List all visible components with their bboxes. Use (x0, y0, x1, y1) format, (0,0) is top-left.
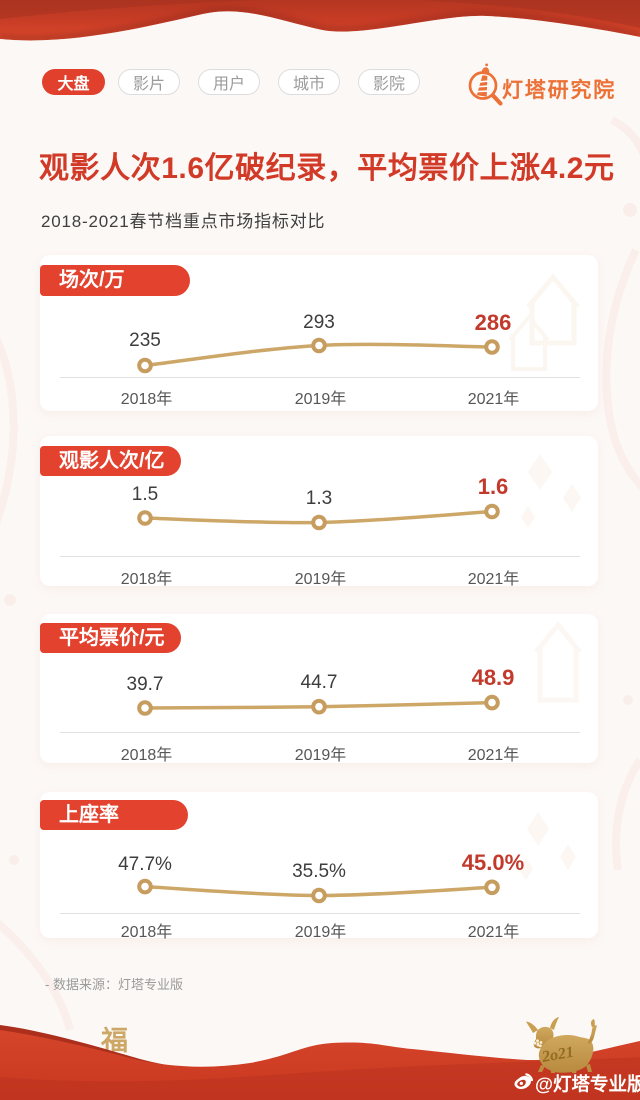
svg-text:2o21: 2o21 (540, 1044, 575, 1066)
svg-text:@灯塔专业版: @灯塔专业版 (535, 1074, 640, 1095)
